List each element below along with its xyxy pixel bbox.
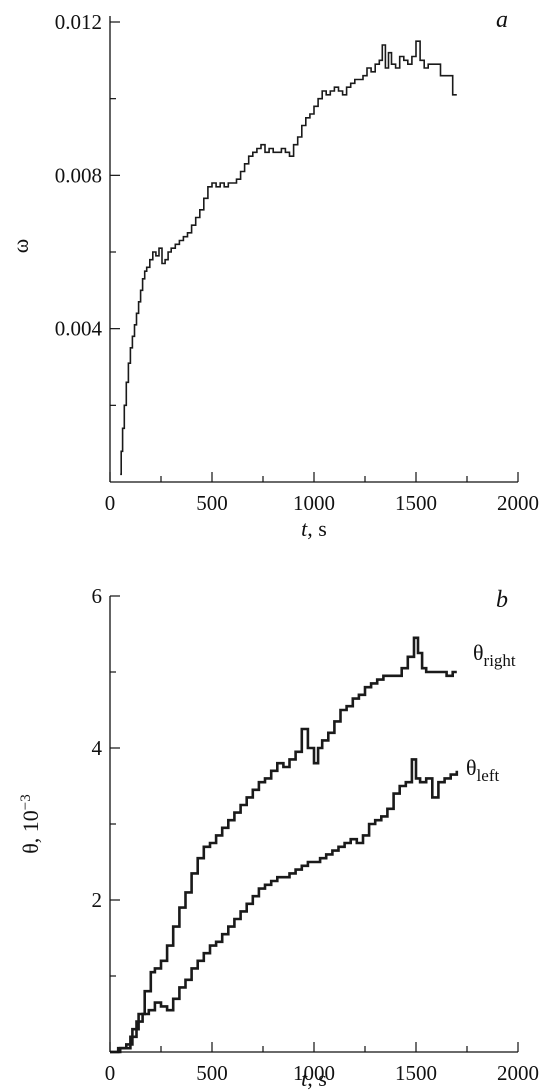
panel-a-x-label: t, s	[301, 516, 327, 541]
panel-a-x-tick-label: 0	[105, 491, 116, 515]
panel-b-series-theta-right-line	[110, 636, 457, 1054]
panel-a-letter: a	[496, 7, 508, 33]
panel-a: a 0 500 1000 1500 2000 0.004 0.008 0.012 ω t, s	[8, 7, 539, 541]
panel-a-x-tick-label: 500	[196, 491, 228, 515]
panel-b-letter: b	[496, 587, 508, 613]
panel-a-series-group	[120, 40, 457, 476]
panel-a-series-omega-line	[120, 40, 457, 476]
panel-b-y-tick-label: 2	[92, 888, 103, 912]
panel-a-x-tick-label: 2000	[497, 491, 539, 515]
panel-b-series-theta-left-line	[110, 758, 459, 1054]
panel-b-x-tick-label: 2000	[497, 1061, 539, 1085]
panel-a-y-tick-label: 0.004	[55, 317, 103, 341]
panel-b-ticks: 0 500 1000 1500 2000 2 4 6	[92, 584, 540, 1085]
panel-a-x-tick-label: 1000	[293, 491, 335, 515]
series-label-theta-left-sub: left	[477, 766, 500, 785]
panel-a-y-tick-label: 0.012	[55, 10, 102, 34]
series-label-theta-right-sub: right	[484, 651, 516, 670]
panel-a-x-label-unit: , s	[307, 516, 327, 541]
series-label-theta-left: θleft	[466, 755, 499, 785]
series-label-theta-right-sym: θ	[473, 640, 484, 665]
panel-b-x-label: t, s	[301, 1066, 327, 1090]
panel-b-y-label-exp: −3	[18, 794, 34, 810]
series-label-theta-right: θright	[473, 640, 516, 670]
panel-b-x-tick-label: 500	[196, 1061, 228, 1085]
panel-b-x-tick-label: 1000	[293, 1061, 335, 1085]
panel-b-x-tick-label: 1500	[395, 1061, 437, 1085]
panel-b-y-label-sym: θ	[18, 843, 43, 854]
panel-b-y-label-rest: , 10	[18, 810, 43, 843]
series-label-theta-left-sym: θ	[466, 755, 477, 780]
panel-a-ticks: 0 500 1000 1500 2000 0.004 0.008 0.012	[55, 10, 539, 515]
panel-b-x-label-unit: , s	[307, 1066, 327, 1090]
panel-b-x-label-var: t	[301, 1066, 308, 1090]
panel-b-series-group	[110, 636, 459, 1054]
panel-b-y-tick-label: 6	[92, 584, 103, 608]
panel-b-y-tick-label: 4	[92, 736, 103, 760]
panel-a-x-label-var: t	[301, 516, 308, 541]
panel-b-y-label: θ, 10−3	[18, 794, 43, 854]
panel-a-y-label: ω	[8, 239, 33, 253]
panel-a-y-tick-label: 0.008	[55, 163, 102, 187]
panel-b-x-tick-label: 0	[105, 1061, 116, 1085]
panel-a-x-tick-label: 1500	[395, 491, 437, 515]
